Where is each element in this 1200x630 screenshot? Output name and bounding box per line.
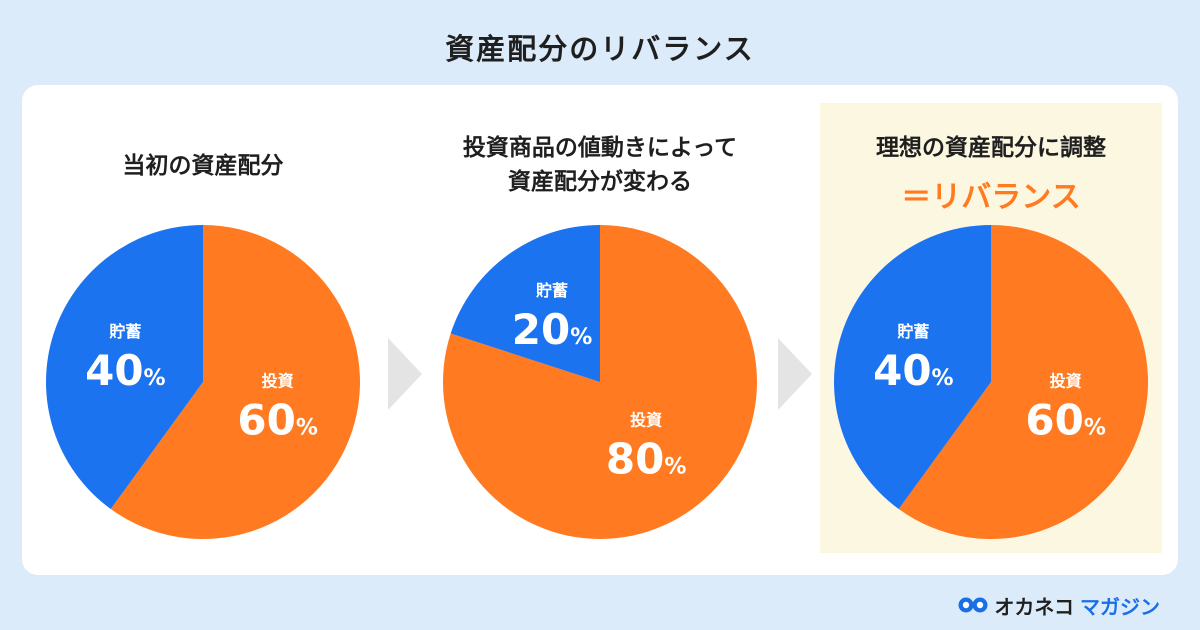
slice-value-investment: 80% bbox=[606, 435, 687, 484]
slice-label-saving: 貯蓄 bbox=[536, 281, 568, 300]
slice-value-saving: 40% bbox=[873, 346, 954, 395]
slice-value-saving: 40% bbox=[85, 346, 166, 395]
slice-label-saving: 貯蓄 bbox=[897, 322, 929, 341]
chevron-right-icon bbox=[388, 338, 422, 410]
slice-label-investment: 投資 bbox=[1050, 371, 1082, 390]
pie-chart-rebalanced: 投資 60% 貯蓄 40% bbox=[834, 225, 1148, 539]
slice-value-investment: 60% bbox=[1025, 395, 1106, 444]
panel-3-heading-line-1: 理想の資産配分に調整 bbox=[876, 135, 1106, 161]
pie-slice-saving bbox=[834, 225, 991, 510]
brand-logo: オカネコ マガジン bbox=[958, 590, 1160, 620]
panel-3-emphasis: ＝リバランス bbox=[901, 180, 1081, 215]
chevron-right-icon bbox=[778, 338, 812, 410]
pie-slice-investment bbox=[898, 225, 1148, 539]
pie-slice-saving bbox=[46, 225, 203, 510]
logo-subname: マガジン bbox=[1080, 594, 1160, 619]
panel-1-heading-line-1: 当初の資産配分 bbox=[122, 153, 284, 179]
slice-label-saving: 貯蓄 bbox=[109, 322, 141, 341]
pie-slice-saving bbox=[450, 225, 600, 382]
page-title: 資産配分のリバランス bbox=[445, 32, 755, 66]
slice-label-investment: 投資 bbox=[262, 371, 294, 390]
pie-chart-initial: 投資 60% 貯蓄 40% bbox=[46, 225, 361, 539]
slice-value-saving: 20% bbox=[512, 305, 592, 354]
owl-icon bbox=[958, 597, 988, 613]
logo-name: オカネコ bbox=[994, 594, 1074, 619]
panel-2-heading-line-1: 投資商品の値動きによって bbox=[462, 135, 738, 161]
pie-slice-investment bbox=[110, 225, 361, 539]
slice-label-investment: 投資 bbox=[630, 411, 662, 430]
panel-3-heading: 理想の資産配分に調整 bbox=[820, 131, 1162, 165]
panel-2-heading-line-2: 資産配分が変わる bbox=[508, 169, 692, 195]
slice-value-investment: 60% bbox=[237, 395, 318, 444]
panel-2-heading: 投資商品の値動きによって 資産配分が変わる bbox=[410, 131, 790, 199]
panel-1-heading: 当初の資産配分 bbox=[22, 149, 384, 183]
pie-chart-drifted: 投資 80% 貯蓄 20% bbox=[443, 225, 757, 539]
